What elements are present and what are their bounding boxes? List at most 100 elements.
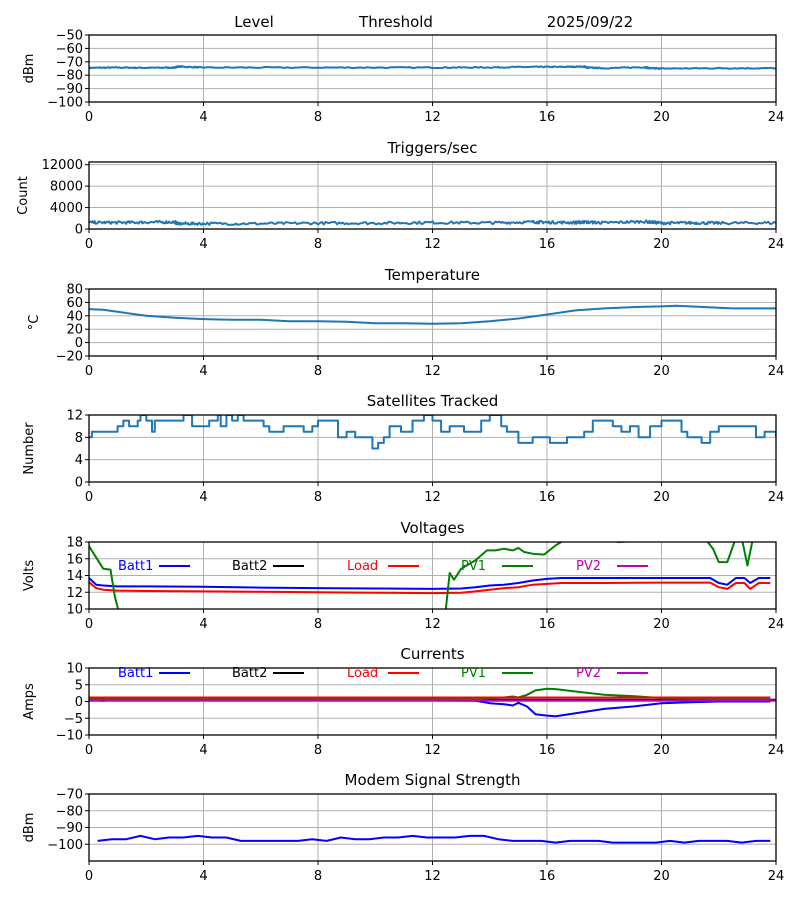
legend-item-batt2: Batt2 <box>232 559 304 574</box>
y-axis-label: Number <box>22 422 37 475</box>
legend-item-batt1: Batt1 <box>118 559 190 574</box>
y-tick-label: 12 <box>66 409 83 424</box>
series-group <box>89 304 776 325</box>
panel-triggers: 0 4 8 12 16 20 24 0 4000 8000 12000 Triggers/sec Cou… <box>16 139 784 252</box>
y-tick-label: −20 <box>56 350 83 365</box>
y-axis-label: Amps <box>22 683 37 720</box>
x-tick-label: 4 <box>199 237 207 252</box>
series-line-temperature <box>89 304 776 325</box>
x-tick-label: 20 <box>653 743 670 758</box>
x-tick-label: 12 <box>424 237 441 252</box>
y-tick-label: 0 <box>75 476 83 491</box>
y-axis-label: dBm <box>22 813 37 843</box>
y-tick-label: 60 <box>66 296 83 311</box>
y-tick-label: 14 <box>66 569 83 584</box>
legend-label: Load <box>347 559 378 574</box>
x-tick-label: 20 <box>653 617 670 632</box>
series-group <box>89 219 776 226</box>
x-tick-label: 16 <box>539 490 556 505</box>
y-tick-label: 80 <box>66 283 83 298</box>
legend-item-batt1: Batt1 <box>118 666 190 681</box>
x-tick-label: 4 <box>199 490 207 505</box>
y-axis-label: dBm <box>22 54 37 84</box>
x-tick-label: 12 <box>424 743 441 758</box>
x-tick-label: 12 <box>424 364 441 379</box>
x-tick-label: 0 <box>85 869 93 884</box>
legend-item-pv1: PV1 <box>461 666 533 681</box>
series-group <box>97 834 771 844</box>
x-tick-label: 24 <box>768 869 785 884</box>
series-line-batt1 <box>89 699 771 718</box>
x-tick-label: 12 <box>424 617 441 632</box>
chart-title: Modem Signal Strength <box>345 771 521 789</box>
series-line-pv1 <box>89 687 771 700</box>
panel-modem: 0 4 8 12 16 20 24 −100 −90 −80−70 Modem Signal Str… <box>22 771 784 884</box>
y-tick-label: −80 <box>56 804 83 819</box>
legend-label: Load <box>347 666 378 681</box>
x-tick-label: 4 <box>199 110 207 125</box>
y-tick-label: −100 <box>47 838 83 853</box>
y-tick-label: −50 <box>56 29 83 44</box>
x-tick-label: 20 <box>653 237 670 252</box>
x-tick-label: 0 <box>85 490 93 505</box>
series-line-batt1 <box>89 577 771 590</box>
x-tick-label: 20 <box>653 364 670 379</box>
legend-item-pv2: PV2 <box>576 666 648 681</box>
legend-item-pv2: PV2 <box>576 559 648 574</box>
x-tick-label: 24 <box>768 237 785 252</box>
legend-item-load: Load <box>347 559 419 574</box>
series-line-modem <box>97 834 771 844</box>
y-tick-label: −90 <box>56 82 83 97</box>
x-tick-label: 8 <box>314 869 322 884</box>
x-tick-label: 4 <box>199 869 207 884</box>
y-tick-label: 8000 <box>50 180 83 195</box>
y-tick-label: 18 <box>66 536 83 551</box>
x-tick-label: 24 <box>768 743 785 758</box>
x-tick-label: 8 <box>314 490 322 505</box>
series-group <box>89 687 776 718</box>
y-tick-label: 10 <box>66 662 83 677</box>
y-tick-label: 0 <box>75 223 83 238</box>
chart-title: Satellites Tracked <box>367 392 498 410</box>
x-tick-label: 0 <box>85 364 93 379</box>
y-tick-label: 4000 <box>50 201 83 216</box>
x-tick-label: 0 <box>85 110 93 125</box>
x-tick-label: 4 <box>199 364 207 379</box>
legend-label: Batt1 <box>118 559 153 574</box>
y-tick-label: −5 <box>64 712 83 727</box>
y-tick-label: −80 <box>56 69 83 84</box>
x-tick-label: 20 <box>653 869 670 884</box>
x-tick-label: 12 <box>424 110 441 125</box>
chart-title: Temperature <box>384 266 480 284</box>
y-tick-label: 20 <box>66 323 83 338</box>
header: Level Threshold 2025/09/22 <box>234 13 633 31</box>
x-tick-label: 16 <box>539 110 556 125</box>
y-tick-label: −60 <box>56 42 83 57</box>
x-tick-label: 4 <box>199 617 207 632</box>
header-date: 2025/09/22 <box>547 13 633 31</box>
x-tick-label: 20 <box>653 490 670 505</box>
y-tick-label: 0 <box>75 695 83 710</box>
header-threshold-label: Threshold <box>358 13 433 31</box>
chart-title: Currents <box>400 645 464 663</box>
x-tick-label: 12 <box>424 869 441 884</box>
legend-item-pv1: PV1 <box>461 559 533 574</box>
y-axis-label: Volts <box>22 560 37 592</box>
header-level-label: Level <box>234 13 274 31</box>
y-tick-label: 40 <box>66 309 83 324</box>
y-tick-label: 12 <box>66 586 83 601</box>
x-tick-label: 0 <box>85 743 93 758</box>
series-line-satellites <box>89 415 776 450</box>
y-axis-label: °C <box>27 315 42 331</box>
y-tick-label: 10 <box>66 603 83 618</box>
y-tick-label: 0 <box>75 336 83 351</box>
y-tick-label: −10 <box>56 729 83 744</box>
legend-label: Batt1 <box>118 666 153 681</box>
x-tick-label: 24 <box>768 110 785 125</box>
x-tick-label: 0 <box>85 237 93 252</box>
x-tick-label: 24 <box>768 364 785 379</box>
legend-item-load: Load <box>347 666 419 681</box>
panel-satellites: 0 4 8 12 16 20 24 0 4 8 12 Satellites Tracked Number <box>22 392 784 505</box>
